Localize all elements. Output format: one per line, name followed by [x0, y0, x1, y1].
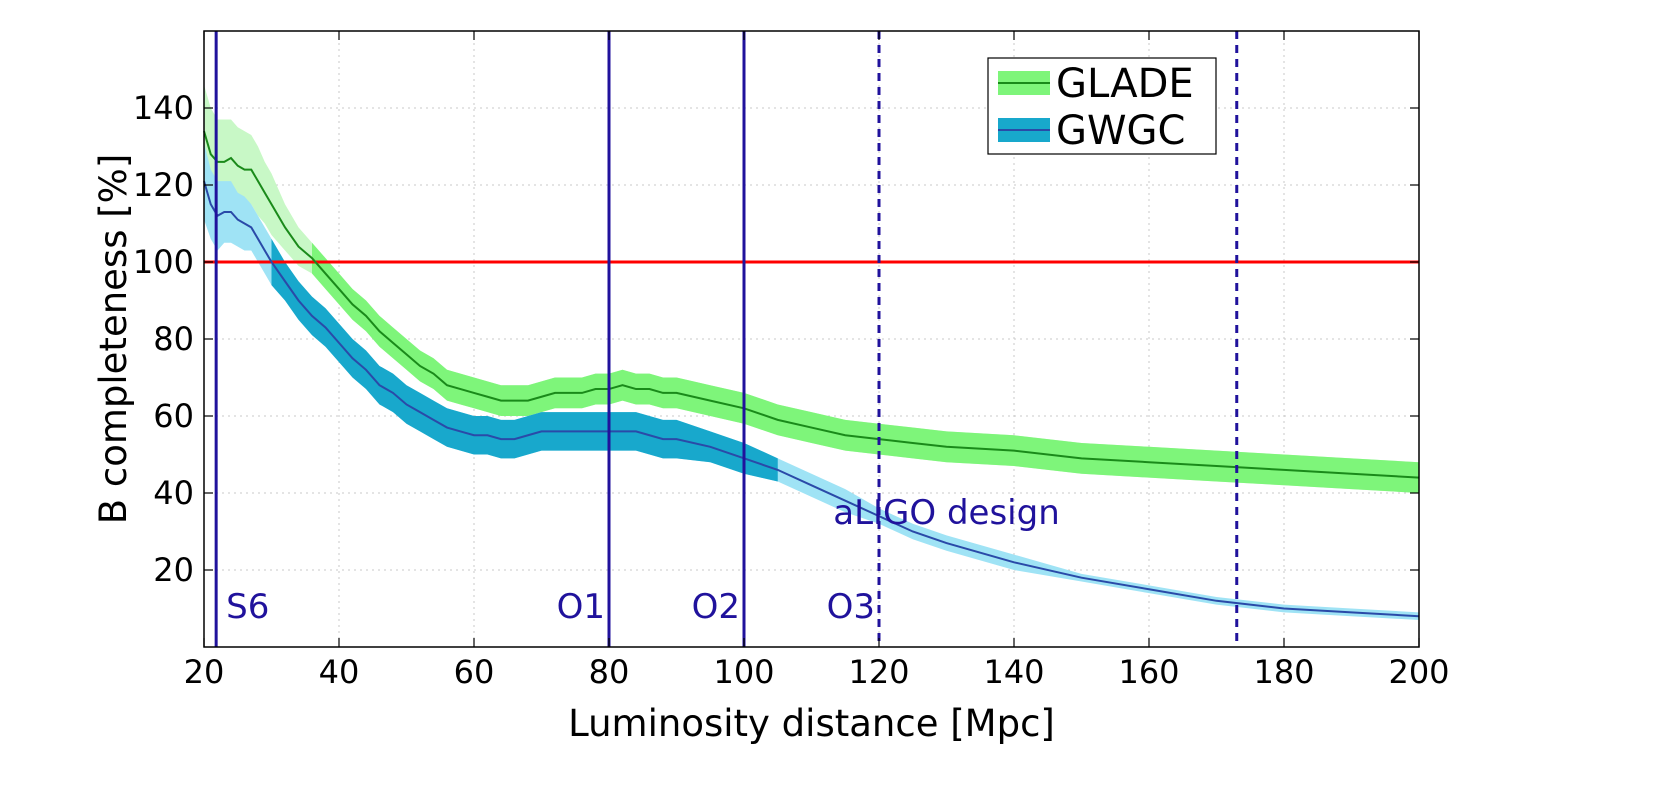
x-tick-labels: 20 40 60 80 100 120 140 160 180 200	[184, 653, 1450, 691]
x-tick-label: 20	[184, 653, 225, 691]
x-tick-label: 200	[1388, 653, 1449, 691]
x-axis-title: Luminosity distance [Mpc]	[568, 702, 1055, 745]
series-lines	[203, 130, 1420, 618]
axis-ticks	[203, 31, 1420, 647]
annotation-aligo-design: aLIGO design	[833, 493, 1060, 533]
series-line-gwgc	[203, 180, 1420, 618]
band-dark-gwgc	[271, 238, 778, 482]
y-axis-title: B completeness [%]	[92, 154, 135, 525]
x-tick-label: 120	[848, 653, 909, 691]
x-tick-label: 80	[589, 653, 630, 691]
run-label-s6: S6	[226, 587, 269, 627]
y-tick-label: 40	[153, 474, 194, 512]
y-tick-label: 120	[133, 166, 194, 204]
y-tick-label: 80	[153, 320, 194, 358]
y-tick-label: 140	[133, 89, 194, 127]
y-tick-label: 60	[153, 397, 194, 435]
y-tick-label: 100	[133, 243, 194, 281]
series-line-glade	[203, 130, 1420, 479]
x-tick-label: 160	[1118, 653, 1179, 691]
x-tick-label: 140	[983, 653, 1044, 691]
run-label-o1: O1	[557, 587, 605, 627]
legend-label-gwgc: GWGC	[1056, 108, 1185, 154]
y-tick-label: 20	[153, 551, 194, 589]
y-tick-labels: 20 40 60 80 100 120 140	[133, 89, 194, 589]
x-tick-label: 100	[713, 653, 774, 691]
band-dark-glade	[312, 242, 1419, 493]
legend-label-glade: GLADE	[1056, 61, 1194, 107]
x-tick-label: 180	[1253, 653, 1314, 691]
observing-run-lines	[214, 31, 1239, 647]
annotations: aLIGO design	[833, 493, 1060, 533]
uncertainty-bands	[204, 84, 1419, 621]
x-tick-label: 40	[319, 653, 360, 691]
run-label-o2: O2	[692, 587, 740, 627]
run-label-o3: O3	[827, 587, 875, 627]
x-tick-label: 60	[454, 653, 495, 691]
observing-run-labels: S6 O1 O2 O3	[226, 587, 875, 627]
legend: GLADE GWGC	[987, 57, 1217, 155]
